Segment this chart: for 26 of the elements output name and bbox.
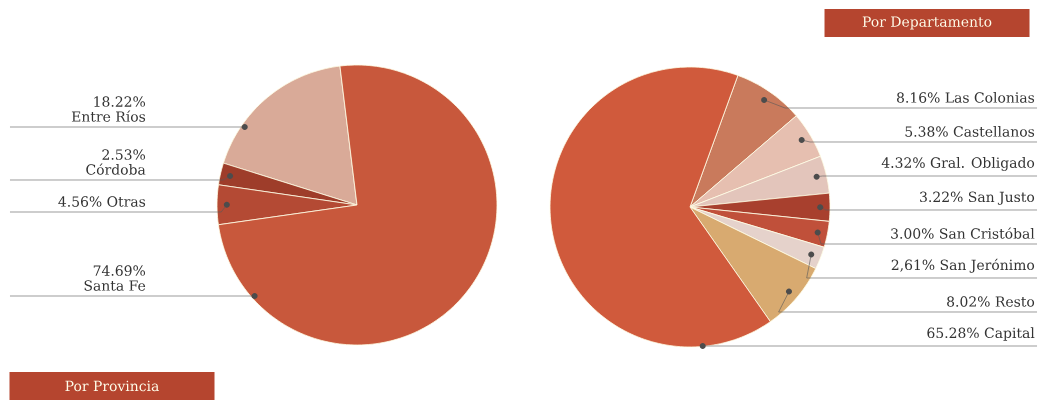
data-label: 4.32% (881, 157, 925, 168)
slice-label: Otras (107, 196, 146, 207)
slice-label: Resto (995, 296, 1035, 307)
slice-label: Santa Fe (84, 280, 146, 291)
data-label: 65.28% (927, 327, 979, 339)
slice-label: San Justo (968, 191, 1035, 205)
data-label: 2,61% (891, 259, 935, 272)
text: Por Provincia (65, 380, 159, 392)
data-label: 18.22% (94, 96, 146, 107)
chart-title: Por Departamento (862, 16, 992, 30)
data-label: 4.56% (58, 196, 102, 207)
slice-label: Córdoba (86, 163, 146, 175)
data-label: 8.16% (896, 92, 940, 103)
data-label: 5.38% (905, 126, 948, 137)
data-label: 8.02% (947, 296, 990, 307)
slice-label: San Jerónimo (940, 258, 1035, 273)
data-label: 3.22% (920, 191, 963, 203)
data-label: 2.53% (102, 149, 146, 160)
slice-label: San Cristóbal (940, 227, 1035, 239)
data-label: 74.69% (93, 265, 146, 276)
slice-label: Gral. Obligado (930, 157, 1035, 171)
data-label: 3.00% (891, 228, 934, 239)
slice-label: Castellanos (953, 126, 1035, 137)
slice-label: Entre Ríos (71, 110, 146, 122)
slice-label: Capital (984, 327, 1035, 341)
slice-label: Las Colonias (945, 92, 1035, 103)
